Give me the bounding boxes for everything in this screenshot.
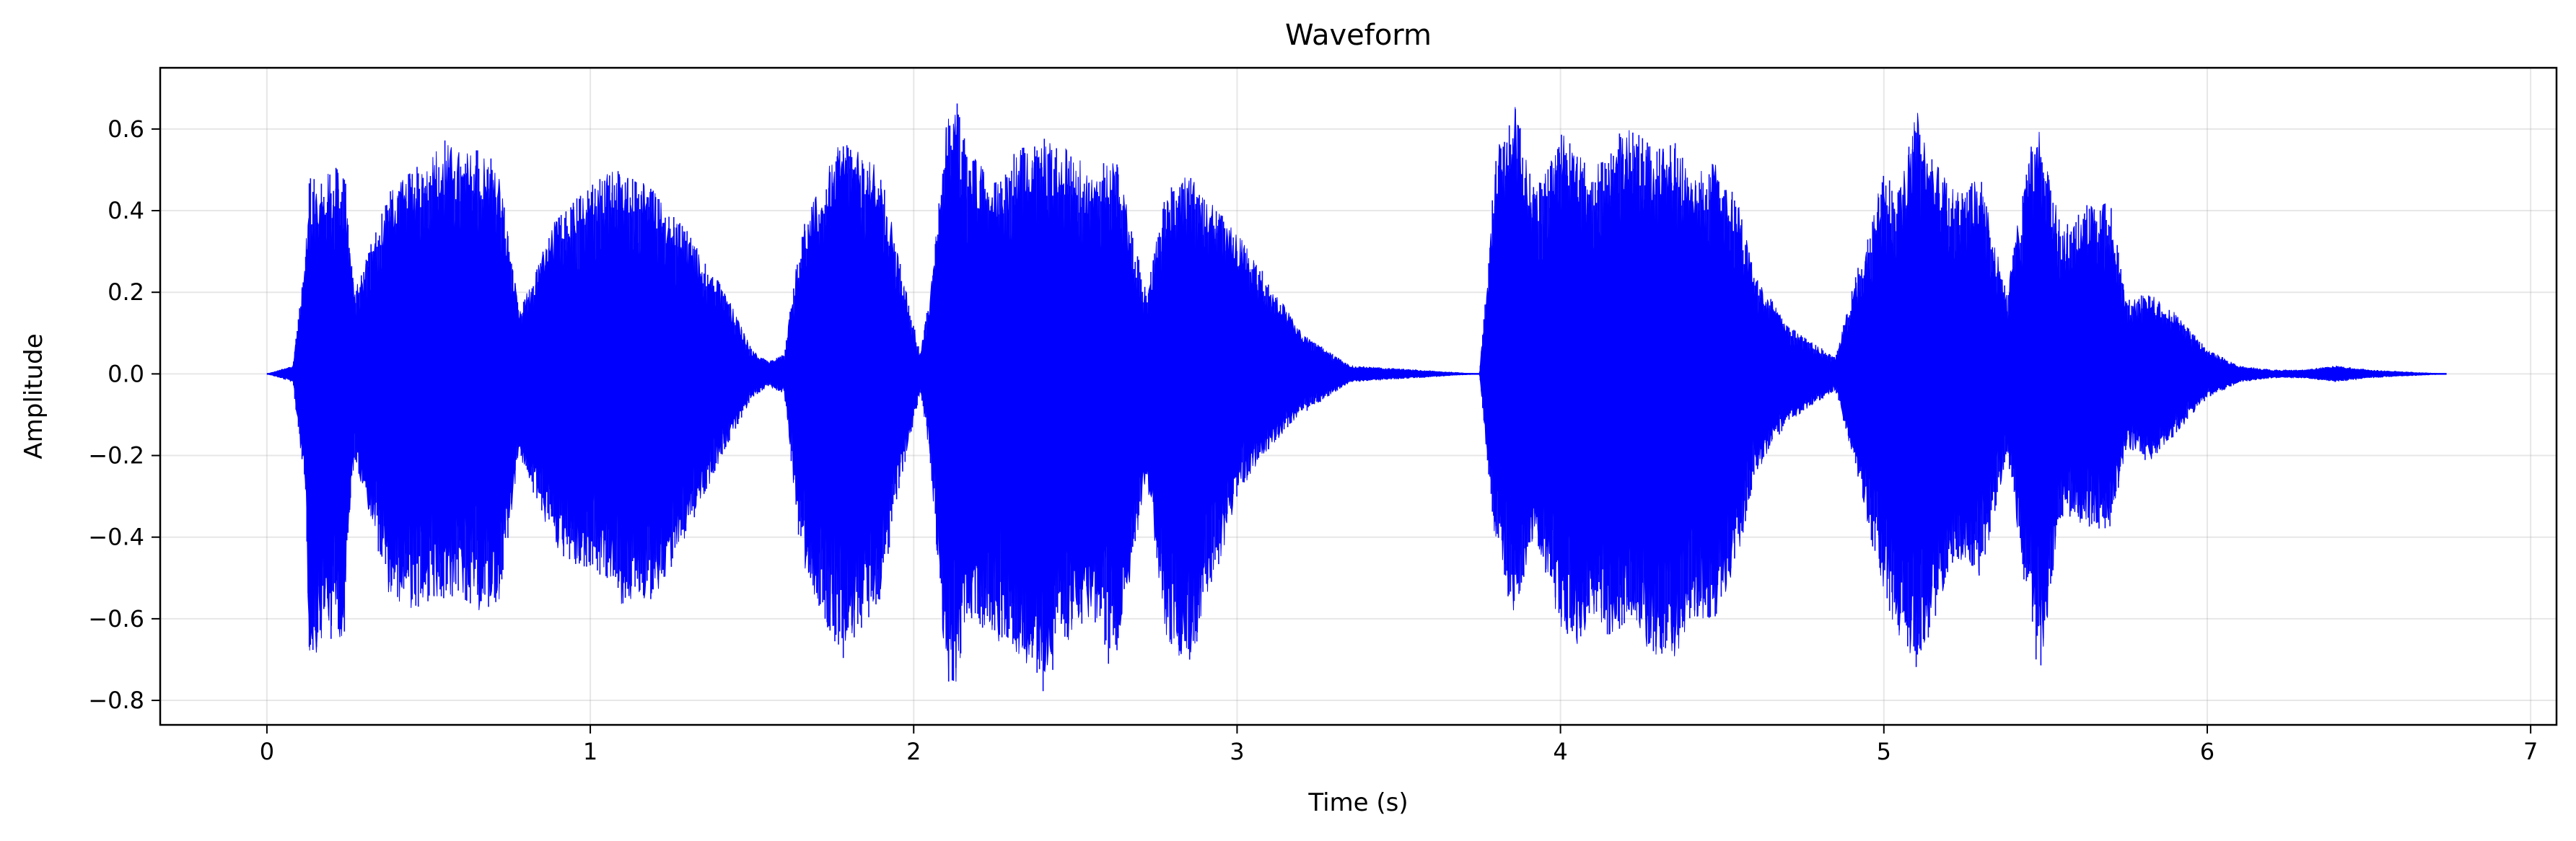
y-tick-label: 0.4 <box>108 197 144 224</box>
x-tick-label: 7 <box>2523 738 2538 765</box>
y-tick-label: −0.2 <box>88 442 144 470</box>
waveform-detail <box>266 103 2447 692</box>
y-tick-label: 0.0 <box>108 360 144 387</box>
y-axis-label: Amplitude <box>19 333 48 459</box>
y-tick-label: −0.8 <box>88 687 144 714</box>
chart-title: Waveform <box>1285 19 1432 52</box>
x-tick-label: 0 <box>260 738 274 765</box>
x-tick-label: 4 <box>1553 738 1567 765</box>
grid-lines <box>160 68 2557 725</box>
x-tick-label: 5 <box>1877 738 1891 765</box>
y-tick-label: 0.6 <box>108 115 144 143</box>
x-axis-ticks: 0 1 2 3 4 5 6 7 <box>260 725 2538 765</box>
x-axis-label: Time (s) <box>1307 788 1408 817</box>
x-tick-label: 3 <box>1230 738 1244 765</box>
x-tick-label: 6 <box>2200 738 2214 765</box>
plot-area <box>266 103 2447 692</box>
x-tick-label: 2 <box>906 738 921 765</box>
x-tick-label: 1 <box>583 738 597 765</box>
y-tick-label: 0.2 <box>108 278 144 306</box>
axes-frame <box>159 66 2558 726</box>
y-tick-label: −0.4 <box>88 524 144 551</box>
y-axis-ticks: −0.8 −0.6 −0.4 −0.2 0.0 0.2 0.4 0.6 <box>88 115 160 714</box>
y-tick-label: −0.6 <box>88 605 144 633</box>
